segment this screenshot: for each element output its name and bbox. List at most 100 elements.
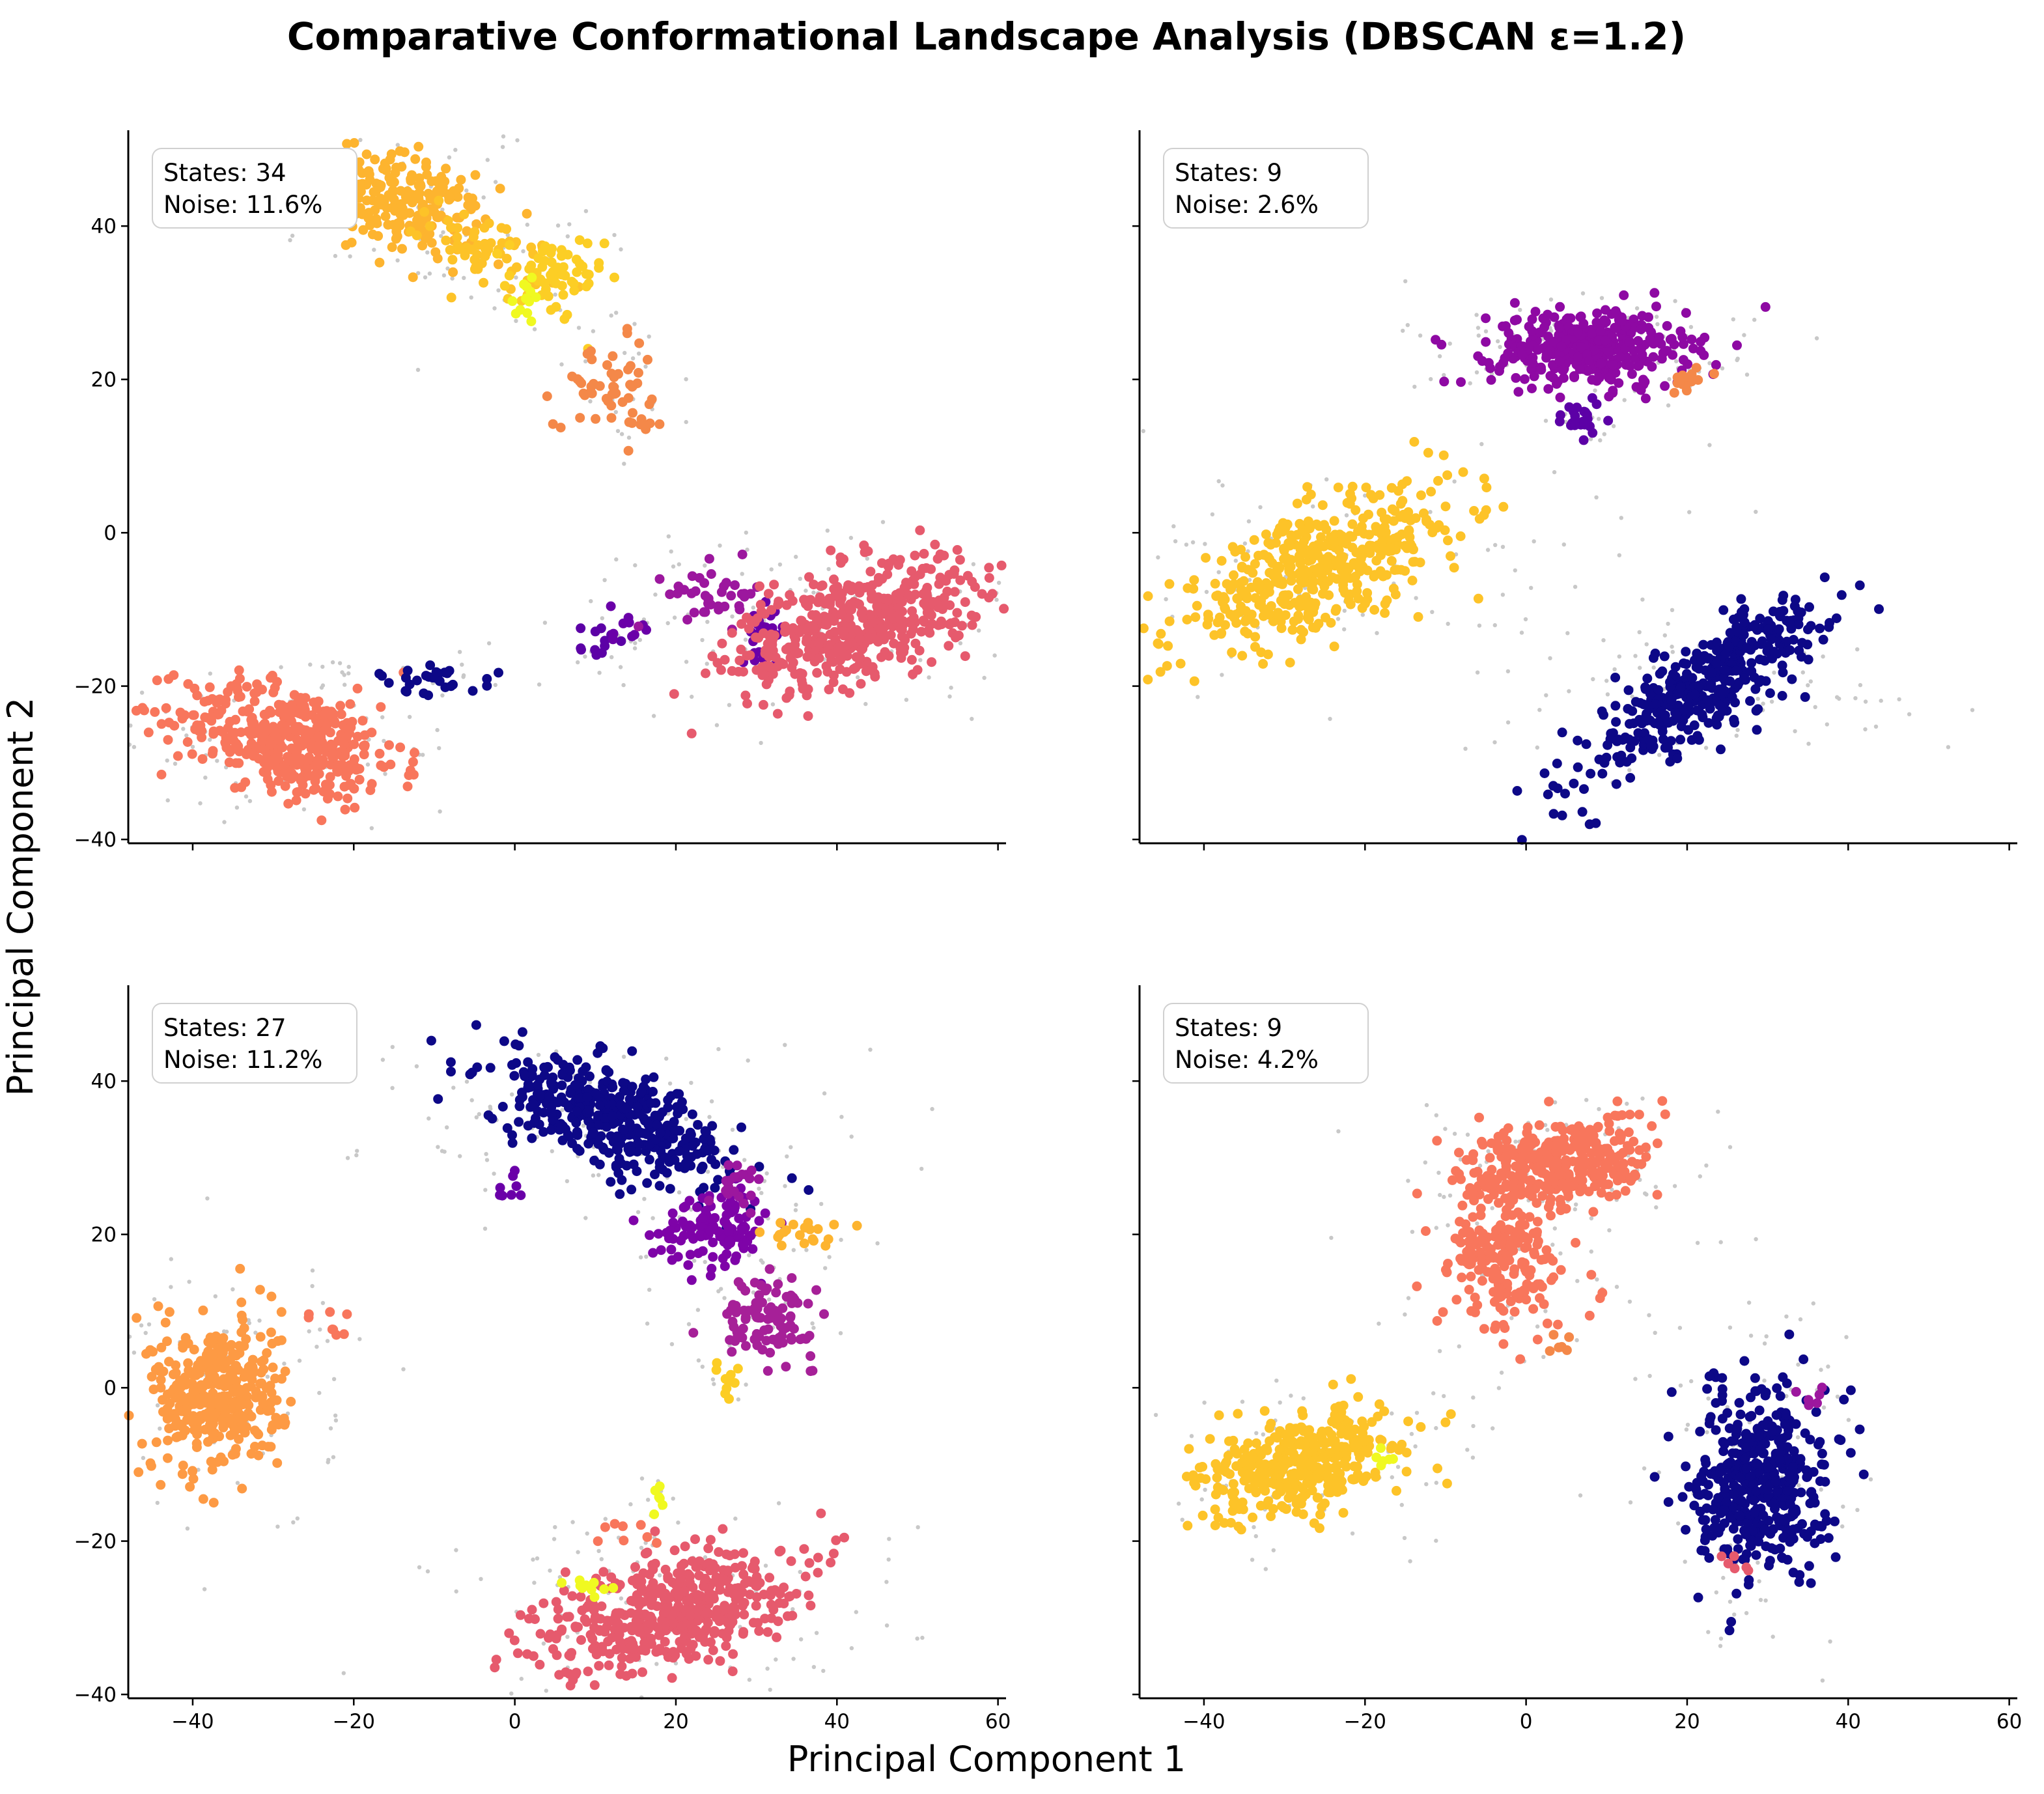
cluster-point xyxy=(1339,571,1350,582)
noise-point xyxy=(671,564,676,569)
noise-point xyxy=(1731,317,1735,322)
cluster-point xyxy=(365,220,375,231)
noise-point xyxy=(918,658,923,662)
cluster-point xyxy=(1573,762,1583,772)
cluster-point xyxy=(588,1127,598,1138)
noise-point xyxy=(1483,329,1489,333)
cluster-point xyxy=(1371,522,1381,532)
cluster-point xyxy=(585,1071,595,1082)
cluster-5 xyxy=(711,1358,743,1404)
cluster-point xyxy=(219,1456,229,1466)
cluster-point xyxy=(763,589,774,599)
cluster-point xyxy=(634,621,643,632)
noise-point xyxy=(354,1153,359,1158)
cluster-point xyxy=(824,650,835,660)
noise-point xyxy=(320,664,325,669)
cluster-point xyxy=(1787,674,1797,684)
cluster-point xyxy=(1297,526,1308,537)
cluster-point xyxy=(208,1351,218,1362)
cluster-point xyxy=(208,729,219,739)
noise-point xyxy=(1360,613,1365,617)
cluster-point xyxy=(644,1155,654,1165)
cluster-point xyxy=(421,671,431,681)
noise-point xyxy=(744,1382,748,1387)
noise-point xyxy=(583,654,587,659)
cluster-point xyxy=(441,235,451,245)
noise-point xyxy=(1442,372,1446,378)
noise-point xyxy=(686,1322,692,1326)
cluster-point xyxy=(1573,735,1583,746)
cluster-point xyxy=(556,270,567,280)
noise-point xyxy=(596,1549,601,1553)
cluster-point xyxy=(623,393,634,403)
cluster-point xyxy=(178,1461,188,1470)
cluster-point xyxy=(183,1358,193,1368)
cluster-point xyxy=(1800,692,1810,702)
cluster-point xyxy=(1386,543,1397,554)
cluster-point xyxy=(1380,608,1390,618)
cluster-point xyxy=(1276,623,1287,634)
cluster-point xyxy=(1503,348,1513,359)
cluster-point xyxy=(1333,483,1343,493)
cluster-point xyxy=(546,305,556,315)
cluster-point xyxy=(1778,667,1788,678)
noise-point xyxy=(689,1080,693,1086)
cluster-point xyxy=(1711,359,1721,370)
cluster-point xyxy=(761,679,772,690)
noise-point xyxy=(798,1569,802,1575)
cluster-point xyxy=(1637,311,1647,321)
cluster-point xyxy=(955,555,965,565)
cluster-point xyxy=(1293,610,1304,621)
cluster-point xyxy=(1316,532,1326,542)
noise-point xyxy=(493,180,498,184)
noise-point xyxy=(651,714,656,718)
cluster-point xyxy=(1227,647,1237,658)
cluster-point xyxy=(1717,706,1728,716)
noise-point xyxy=(810,1321,815,1326)
cluster-point xyxy=(310,776,320,787)
cluster-point xyxy=(509,1071,520,1081)
noise-point xyxy=(310,1283,315,1289)
noise-point xyxy=(345,1156,350,1160)
noise-point xyxy=(1203,542,1207,546)
noise-point xyxy=(1485,548,1491,552)
noise-point xyxy=(346,664,351,669)
cluster-point xyxy=(1804,602,1814,612)
cluster-point xyxy=(772,708,783,719)
cluster-point xyxy=(673,1252,683,1262)
cluster-point xyxy=(539,1062,550,1072)
cluster-point xyxy=(863,546,873,556)
cluster-point xyxy=(1604,372,1614,383)
cluster-point xyxy=(575,413,585,423)
cluster-point xyxy=(273,699,284,710)
cluster-point xyxy=(1725,676,1735,686)
cluster-point xyxy=(395,186,406,196)
cluster-point xyxy=(574,235,585,245)
cluster-point xyxy=(906,566,917,576)
cluster-point xyxy=(1393,486,1404,496)
noise-point xyxy=(692,1258,697,1263)
cluster-point xyxy=(757,662,767,672)
cluster-point xyxy=(199,1409,210,1420)
cluster-point xyxy=(635,1127,645,1138)
cluster-point xyxy=(276,1307,287,1317)
cluster-point xyxy=(761,1285,771,1296)
cluster-4 xyxy=(1512,572,1884,845)
cluster-point xyxy=(217,1338,227,1348)
cluster-point xyxy=(1696,337,1706,347)
cluster-point xyxy=(672,589,682,598)
noise-point xyxy=(460,662,464,667)
cluster-point xyxy=(716,665,726,675)
cluster-point xyxy=(1687,673,1698,683)
cluster-point xyxy=(1481,337,1491,347)
cluster-point xyxy=(252,679,262,690)
cluster-point xyxy=(1746,666,1757,677)
cluster-point xyxy=(506,1190,516,1200)
cluster-point xyxy=(245,729,256,740)
cluster-point xyxy=(1560,789,1570,799)
cluster-point xyxy=(1601,305,1610,315)
cluster-point xyxy=(1638,699,1649,710)
noise-point xyxy=(863,701,868,707)
cluster-point xyxy=(365,785,376,795)
cluster-0 xyxy=(1431,288,1771,404)
